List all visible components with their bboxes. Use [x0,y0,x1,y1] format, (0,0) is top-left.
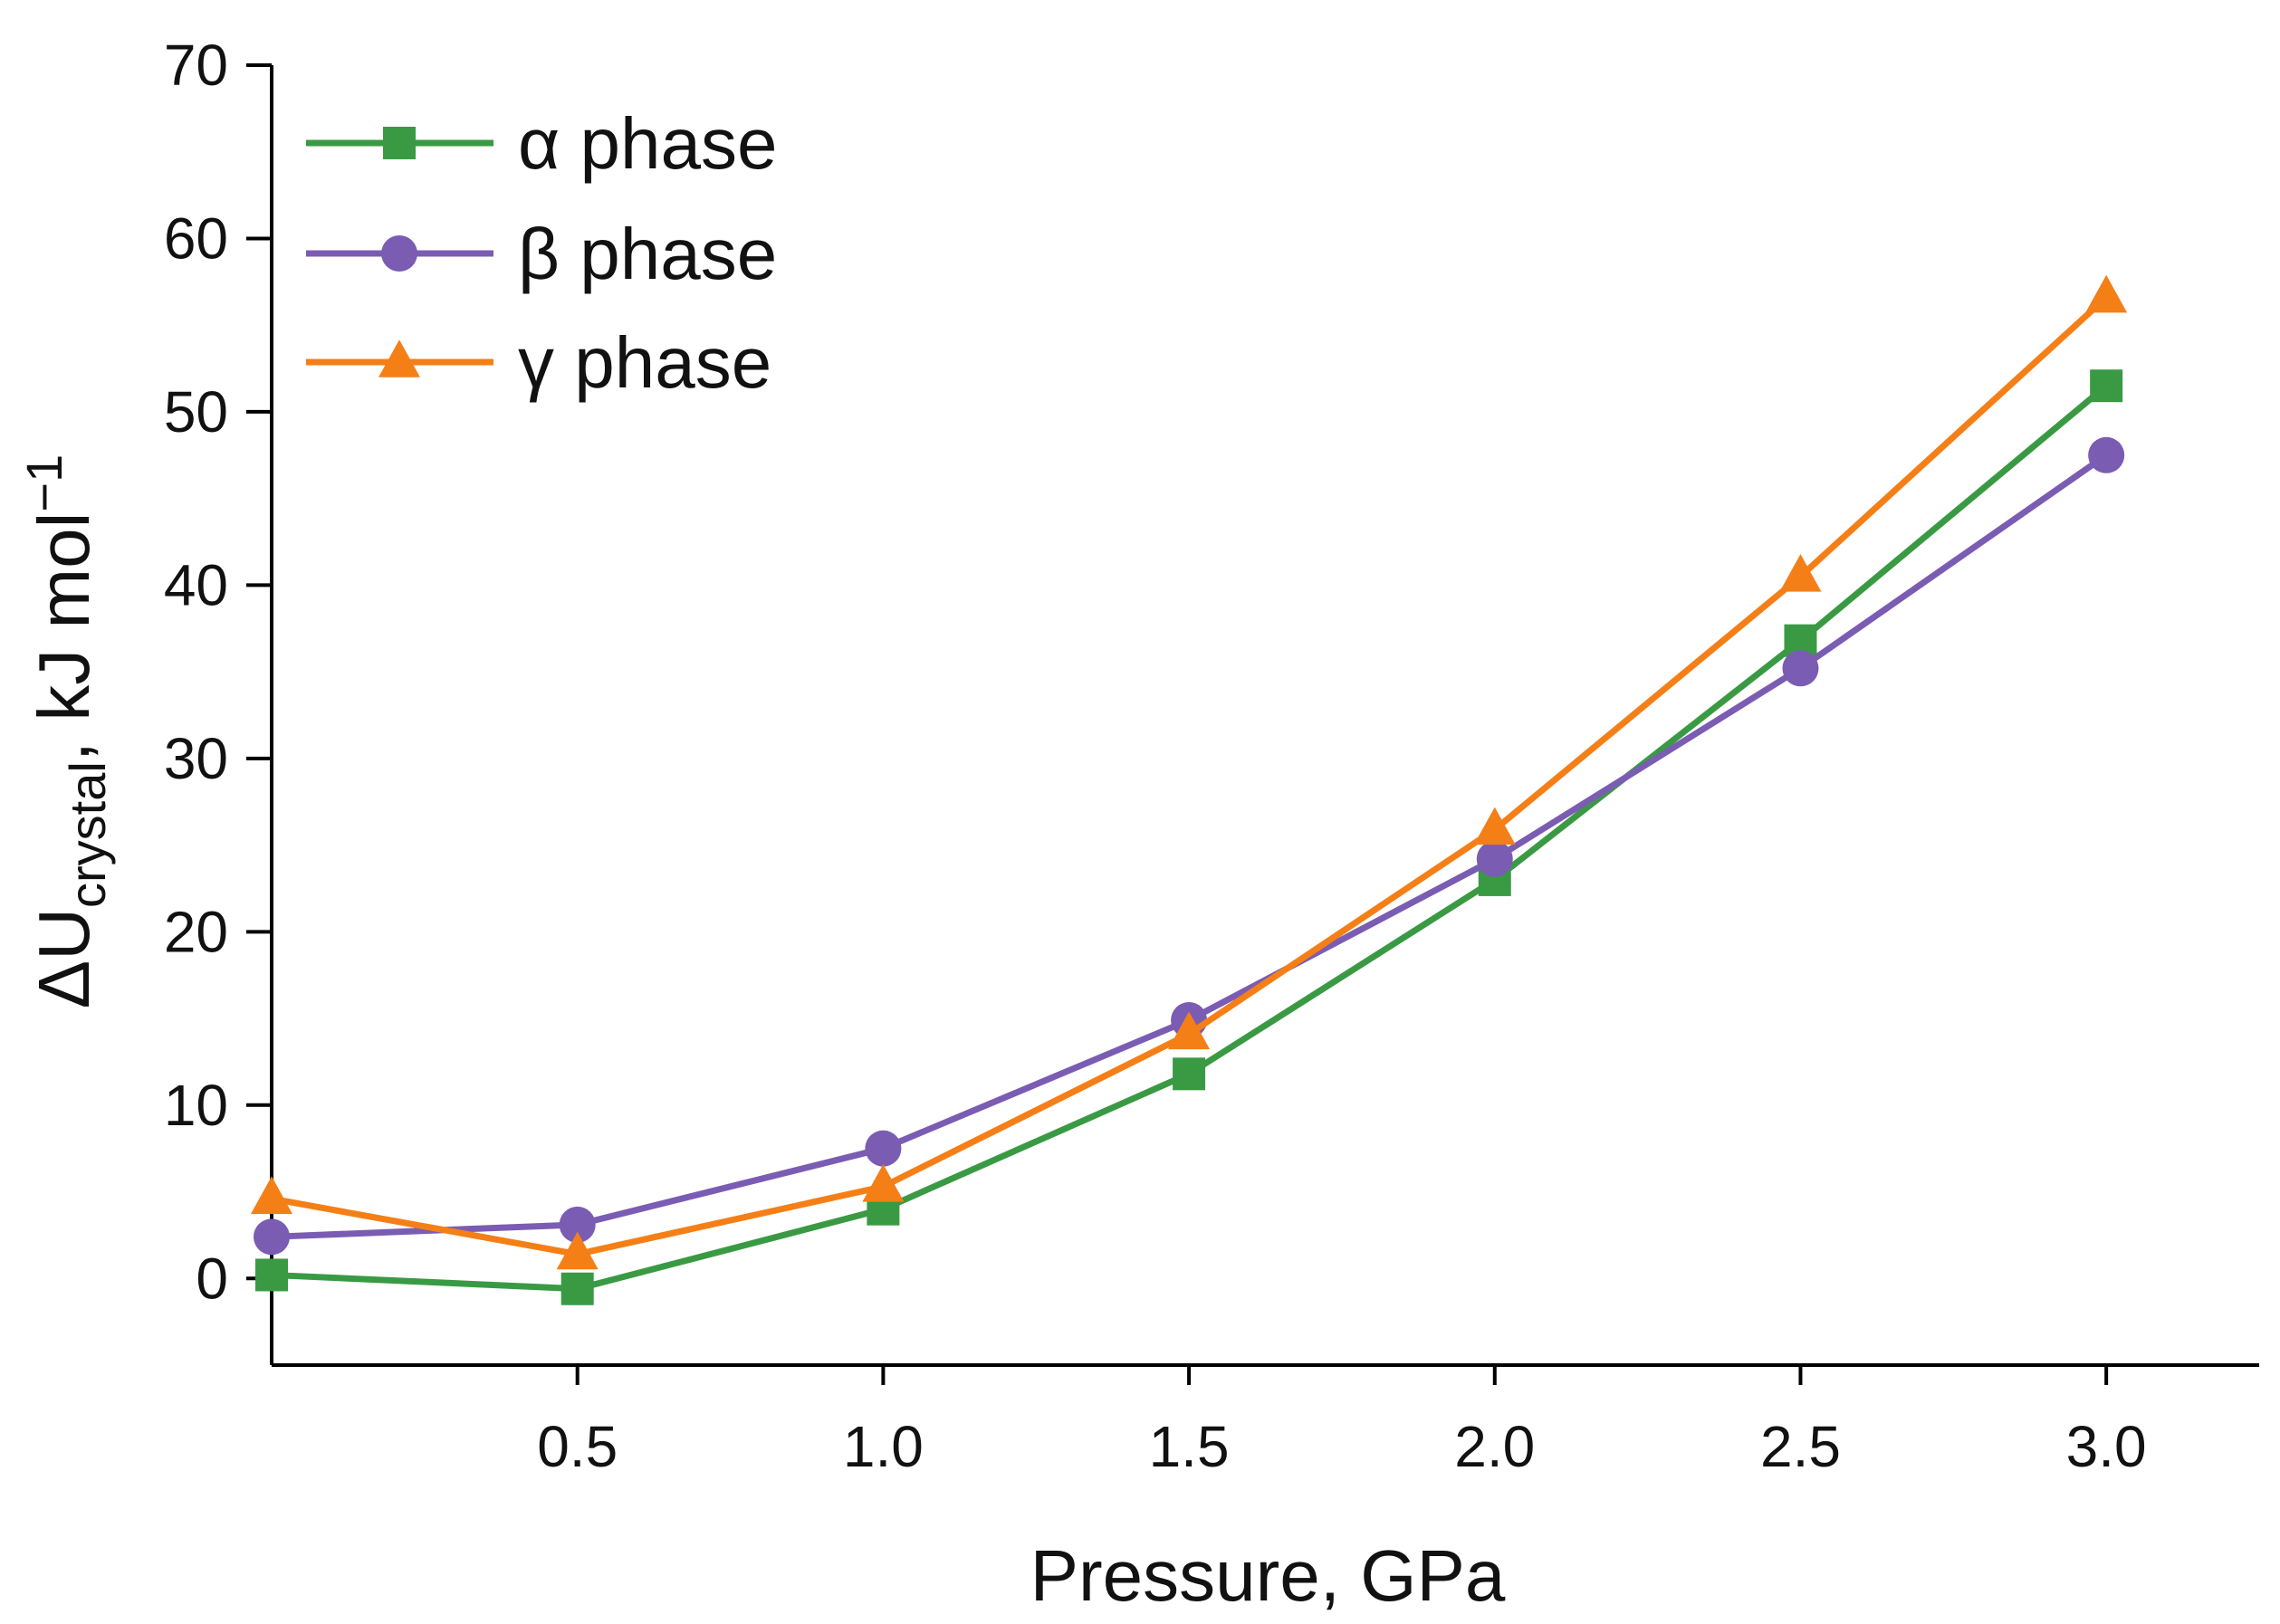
series-circle [254,436,2125,1256]
series-square [255,369,2123,1305]
data-point [1168,1011,1211,1050]
y-tick-label: 40 [164,552,228,617]
x-tick-label: 3.0 [2066,1414,2147,1479]
x-axis-title: Pressure, GPa [1030,1535,1506,1616]
data-point [2088,436,2125,473]
x-tick-label: 0.5 [537,1414,618,1479]
y-tick-label: 70 [164,33,228,98]
series-line [268,382,2110,1293]
y-tick-label: 50 [164,379,228,444]
y-axis-title: ΔUcrystal, kJ mol−1 [15,454,116,1008]
data-point [862,1163,905,1202]
x-tick-label: 2.0 [1454,1414,1535,1479]
x-tick-label: 2.5 [1760,1414,1841,1479]
axes: 0 10 20 30 40 50 60 70 0.5 1.0 1.5 2.0 2.5 3.0 [164,33,2259,1479]
y-axis-title-prefix: ΔU [24,908,104,1008]
y-axis-title-suffix: , kJ mol [24,512,104,762]
data-point [865,1130,902,1167]
data-point [1782,650,1819,687]
y-tick-label: 60 [164,205,228,271]
series-layer [251,274,2128,1305]
series-line [268,294,2110,1257]
legend: α phase β phase γ phase [306,103,777,403]
legend-marker [378,339,420,377]
legend-item: γ phase [306,322,771,403]
legend-marker [383,127,416,159]
data-point [560,1272,594,1305]
y-axis-title-superscript: −1 [15,454,72,512]
legend-item: α phase [306,103,777,184]
data-point [251,1176,292,1214]
y-tick-label: 10 [164,1073,228,1138]
legend-marker [381,235,417,272]
data-point [1779,554,1822,592]
legend-item: β phase [306,214,777,294]
data-point [2085,274,2128,313]
data-point [1476,840,1513,877]
y-tick-label: 20 [164,899,228,964]
y-tick-label: 0 [196,1246,228,1311]
legend-label: γ phase [518,322,771,403]
data-point [1173,1057,1206,1091]
data-point [556,1231,599,1270]
y-axis-title-subscript: crystal [59,761,116,908]
series-line [268,452,2110,1240]
legend-label: α phase [518,103,777,184]
series-triangle [251,274,2128,1270]
x-tick-label: 1.0 [843,1414,924,1479]
y-tick-label: 30 [164,726,228,791]
x-tick-label: 1.5 [1149,1414,1230,1479]
data-point [559,1206,596,1243]
legend-label: β phase [518,214,777,294]
data-point [1473,807,1516,845]
data-point [255,1258,288,1292]
data-point [254,1218,290,1256]
data-point [2090,369,2123,403]
